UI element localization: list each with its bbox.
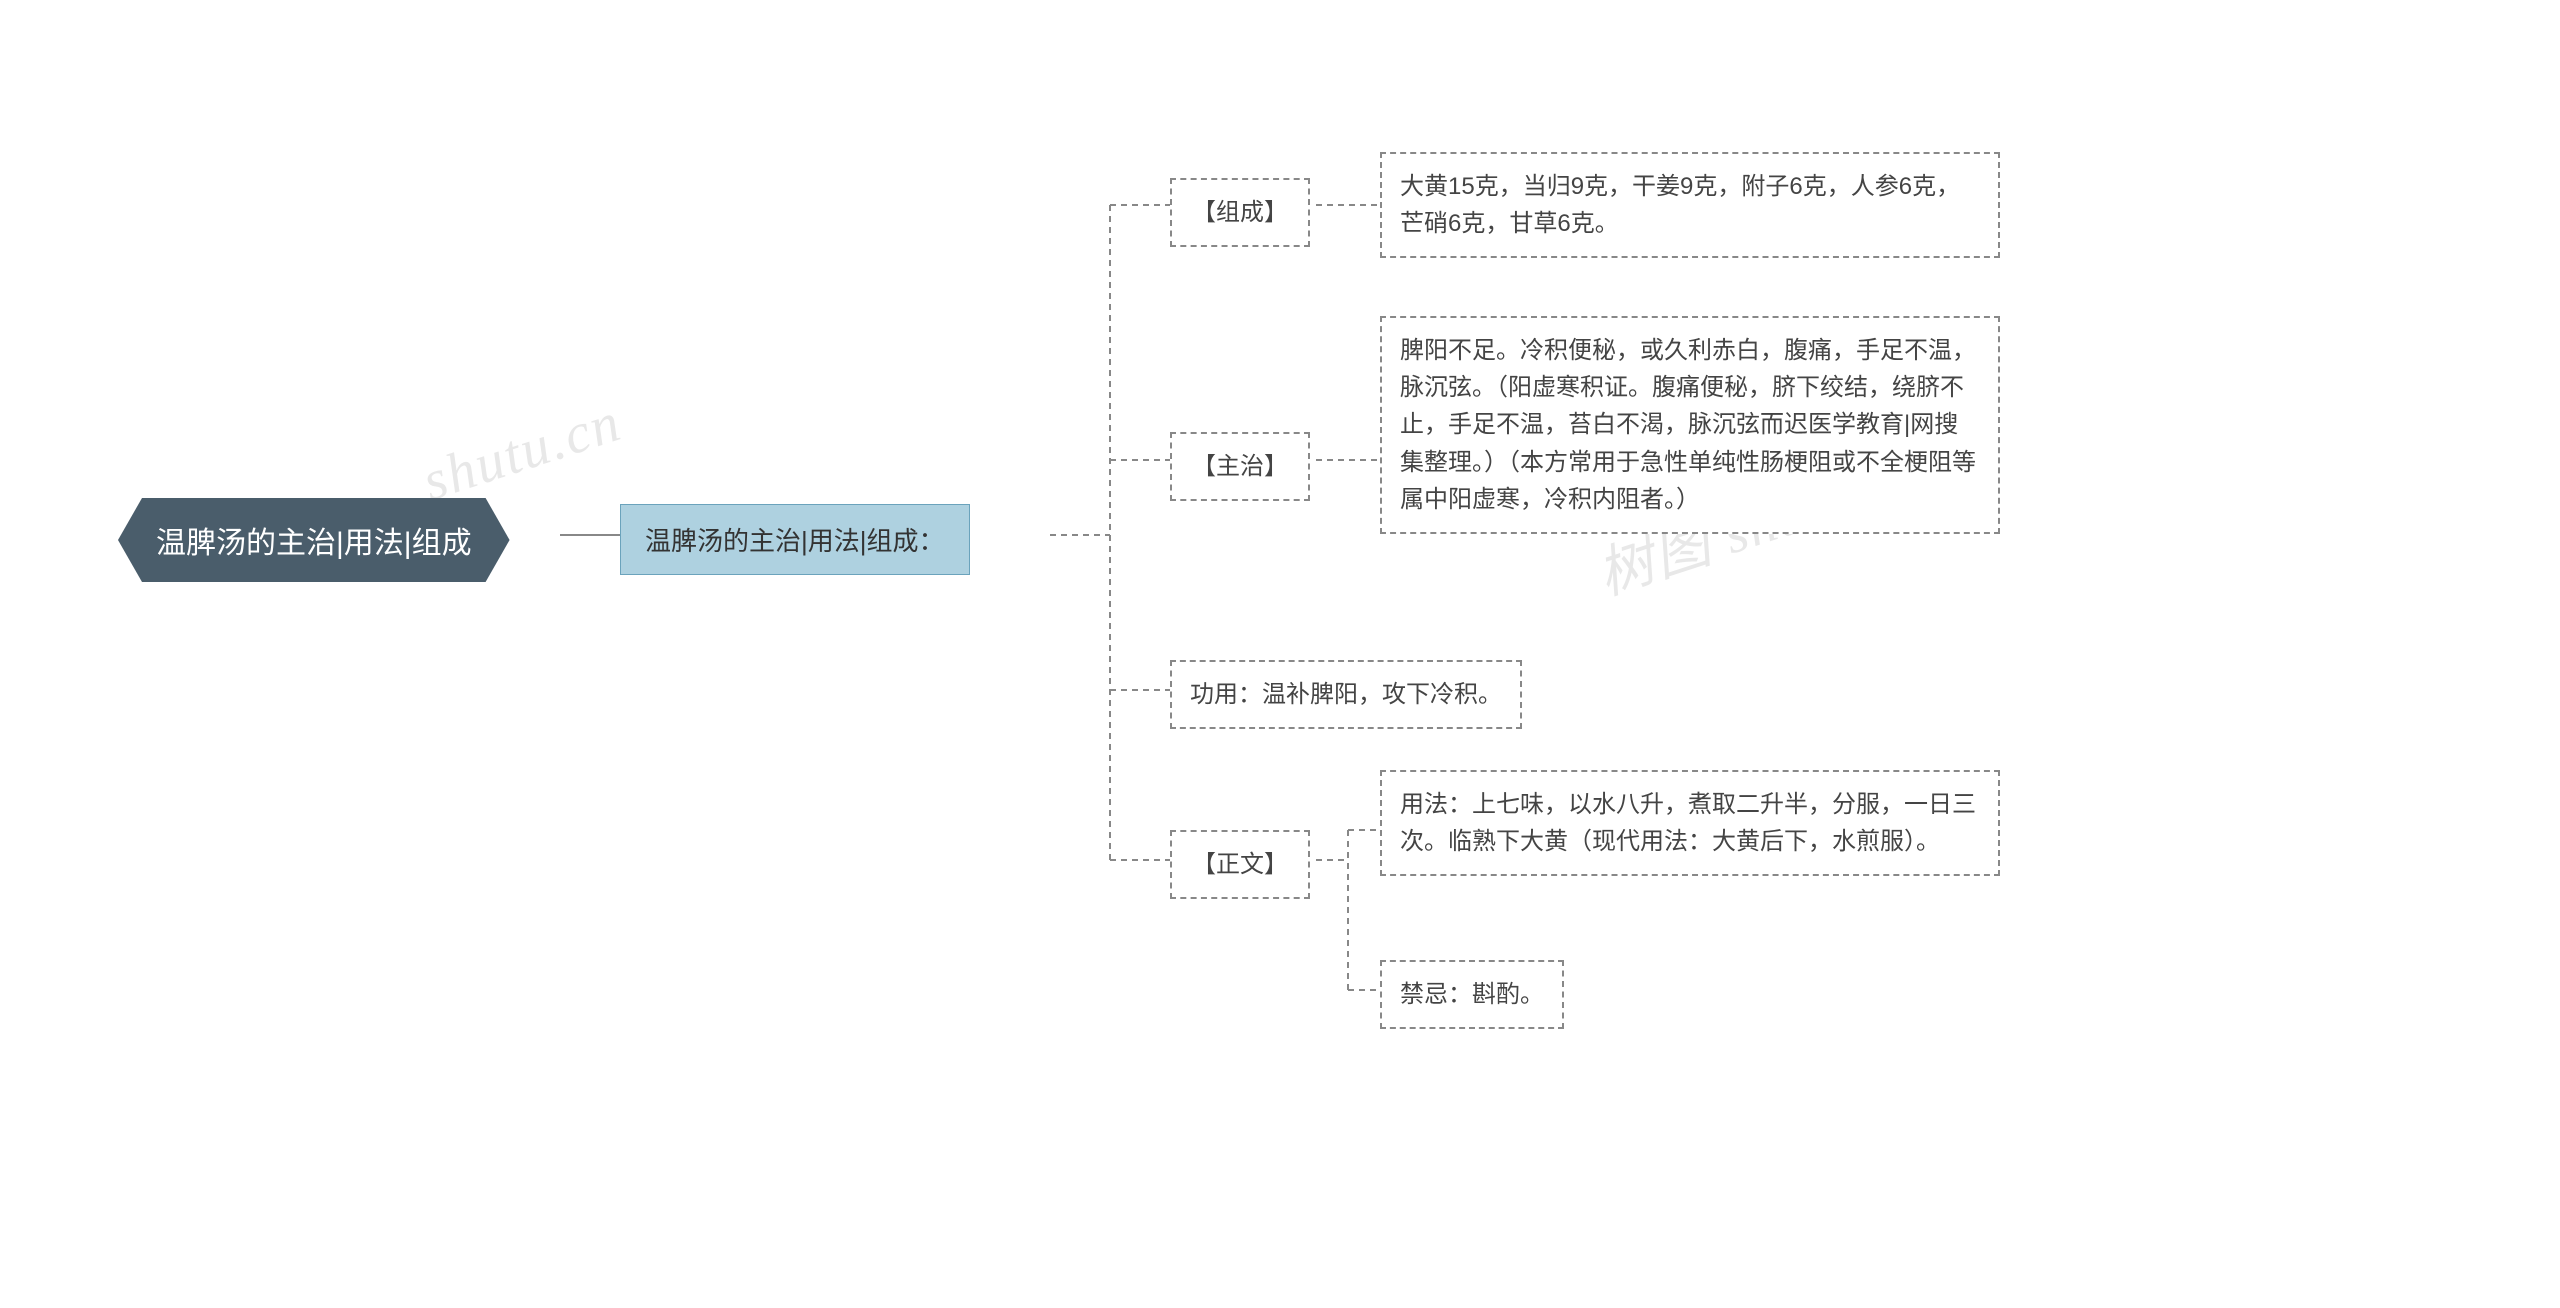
branch-yongfa-detail[interactable]: 用法：上七味，以水八升，煮取二升半，分服，一日三次。临熟下大黄（现代用法：大黄后…	[1380, 770, 2000, 876]
mindmap-canvas: shutu.cn 树图 shutu.cn 温脾汤的主治|用法|组成 温脾汤的主治…	[0, 0, 2560, 1308]
gongyong-text: 功用：温补脾阳，攻下冷积。	[1190, 676, 1502, 713]
zuzhi-detail-text: 大黄15克，当归9克，干姜9克，附子6克，人参6克，芒硝6克，甘草6克。	[1400, 168, 1980, 242]
zuzhi-label-text: 【组成】	[1192, 194, 1288, 231]
zhuzhi-label-text: 【主治】	[1192, 448, 1288, 485]
branch-jinji-detail[interactable]: 禁忌：斟酌。	[1380, 960, 1564, 1029]
root-label: 温脾汤的主治|用法|组成	[156, 518, 472, 562]
watermark-1: shutu.cn	[415, 390, 629, 514]
root-node[interactable]: 温脾汤的主治|用法|组成	[118, 498, 510, 582]
branch-zhengwen-label[interactable]: 【正文】	[1170, 830, 1310, 899]
sub-label: 温脾汤的主治|用法|组成：	[645, 521, 945, 558]
zhengwen-label-text: 【正文】	[1192, 846, 1288, 883]
yongfa-text: 用法：上七味，以水八升，煮取二升半，分服，一日三次。临熟下大黄（现代用法：大黄后…	[1400, 786, 1980, 860]
branch-zuzhi-detail[interactable]: 大黄15克，当归9克，干姜9克，附子6克，人参6克，芒硝6克，甘草6克。	[1380, 152, 2000, 258]
branch-gongyong-detail[interactable]: 功用：温补脾阳，攻下冷积。	[1170, 660, 1522, 729]
branch-zuzhi-label[interactable]: 【组成】	[1170, 178, 1310, 247]
zhuzhi-detail-text: 脾阳不足。冷积便秘，或久利赤白，腹痛，手足不温，脉沉弦。（阳虚寒积证。腹痛便秘，…	[1400, 332, 1980, 518]
branch-zhuzhi-label[interactable]: 【主治】	[1170, 432, 1310, 501]
jinji-text: 禁忌：斟酌。	[1400, 976, 1544, 1013]
sub-node[interactable]: 温脾汤的主治|用法|组成：	[620, 504, 970, 575]
branch-zhuzhi-detail[interactable]: 脾阳不足。冷积便秘，或久利赤白，腹痛，手足不温，脉沉弦。（阳虚寒积证。腹痛便秘，…	[1380, 316, 2000, 534]
